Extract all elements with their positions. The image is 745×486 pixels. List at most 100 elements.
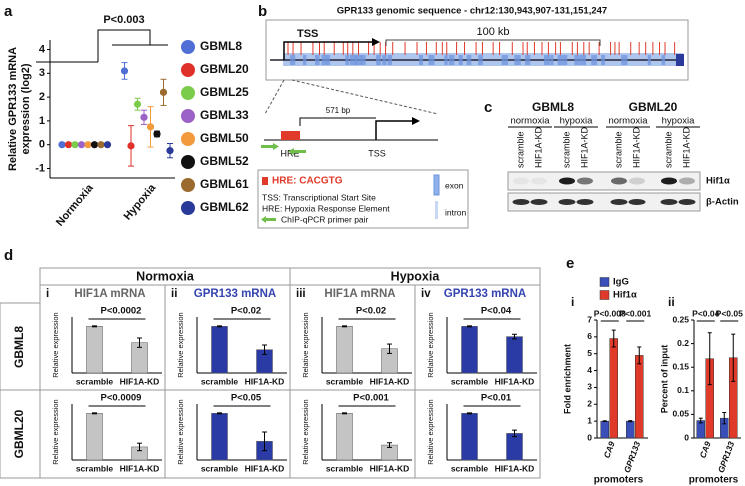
exon-box bbox=[591, 55, 597, 65]
column-label: GPR133 mRNA bbox=[444, 288, 526, 300]
hre-label: HRE bbox=[280, 148, 299, 158]
column-numeral: iv bbox=[421, 288, 431, 300]
y-tick-label: 7 bbox=[587, 314, 592, 324]
panel-label: b bbox=[258, 3, 267, 20]
error-bar bbox=[387, 442, 392, 448]
x-tick-label: CA9 bbox=[698, 440, 713, 460]
band bbox=[661, 177, 677, 185]
y-axis-label: Percent of input bbox=[659, 345, 669, 414]
error-bar bbox=[342, 325, 347, 328]
y-tick-label: 2 bbox=[587, 399, 592, 409]
legend-marker bbox=[181, 201, 195, 215]
y-tick-label: 3 bbox=[587, 382, 592, 392]
y-tick-label: 0 bbox=[684, 432, 689, 442]
genome-frame bbox=[265, 19, 689, 81]
tss-label: TSS bbox=[368, 148, 386, 158]
lane-label: scramble bbox=[515, 131, 525, 168]
x-tick-label: scramble bbox=[326, 376, 364, 386]
data-point bbox=[64, 141, 73, 149]
band bbox=[610, 199, 628, 205]
bar bbox=[211, 413, 228, 461]
data-point bbox=[166, 147, 174, 155]
legend-box bbox=[257, 169, 469, 229]
x-tick-label: HIF1A-KD bbox=[370, 463, 410, 473]
zoom-line bbox=[264, 79, 285, 115]
y-axis-label: Relative expression bbox=[51, 312, 60, 377]
legend-marker bbox=[181, 155, 195, 169]
y-tick-label: 0.2 bbox=[677, 338, 689, 348]
condition-label: normoxia bbox=[608, 116, 648, 127]
exon-box bbox=[349, 55, 357, 65]
exon-box bbox=[501, 55, 509, 65]
y-tick-label: 0.15 bbox=[672, 361, 689, 371]
y-tick-label: 1 bbox=[587, 415, 592, 425]
data-point bbox=[90, 141, 99, 149]
lane-label: HIF1A-KD bbox=[533, 126, 543, 168]
x-axis-label: promoters bbox=[689, 475, 739, 486]
panel-label: d bbox=[4, 247, 13, 264]
x-tick-label: GPR133 bbox=[622, 440, 643, 474]
error-bar bbox=[628, 420, 633, 423]
distance-bracket bbox=[299, 117, 376, 126]
band bbox=[513, 177, 529, 185]
band bbox=[576, 199, 594, 205]
x-tick-label: Hypoxia bbox=[122, 181, 159, 222]
y-axis-label: Relative expression bbox=[426, 399, 435, 464]
arrow-head bbox=[412, 117, 420, 125]
exon-box bbox=[444, 55, 448, 65]
exon-box bbox=[579, 55, 586, 65]
exon-box bbox=[382, 55, 387, 65]
panel-label: a bbox=[4, 3, 13, 20]
error-bar bbox=[137, 442, 142, 452]
band bbox=[577, 177, 593, 185]
bar bbox=[336, 326, 353, 374]
exon-box bbox=[550, 55, 554, 65]
y-tick-label: 0 bbox=[587, 432, 592, 442]
panel-label: i bbox=[571, 295, 574, 309]
y-tick-label: 5 bbox=[587, 348, 592, 358]
legend-text: intron bbox=[445, 207, 467, 217]
error-bar bbox=[137, 337, 142, 348]
data-point bbox=[153, 130, 161, 138]
column-numeral: i bbox=[46, 288, 49, 300]
y-tick-label: 0.05 bbox=[672, 409, 689, 419]
panel-label: ii bbox=[668, 295, 675, 309]
column-label: GPR133 mRNA bbox=[194, 288, 276, 300]
exon-box bbox=[314, 55, 320, 65]
legend-swatch bbox=[433, 174, 440, 196]
legend-marker bbox=[181, 132, 195, 146]
error-bar bbox=[262, 344, 267, 355]
y-tick-label: 1 bbox=[39, 115, 45, 127]
error-bar bbox=[512, 333, 517, 340]
band-label: β-Actin bbox=[706, 197, 739, 208]
data-point bbox=[58, 141, 66, 149]
exon-box bbox=[478, 55, 483, 65]
x-tick-label: scramble bbox=[76, 376, 114, 386]
error-bar bbox=[467, 412, 472, 415]
x-tick-label: scramble bbox=[451, 463, 489, 473]
error-bar bbox=[707, 332, 712, 386]
legend-label: GBML33 bbox=[200, 108, 249, 122]
x-axis-label: promoters bbox=[594, 475, 644, 486]
legend-swatch bbox=[599, 277, 610, 287]
legend-swatch bbox=[261, 216, 276, 223]
bar bbox=[461, 413, 478, 461]
bar bbox=[506, 336, 523, 374]
band bbox=[530, 199, 548, 205]
exon-box bbox=[543, 55, 550, 65]
legend-label: GBML61 bbox=[200, 177, 249, 191]
cell-line: GBML8 bbox=[532, 100, 574, 114]
scale-label: 100 kb bbox=[476, 26, 509, 38]
exon-box bbox=[428, 55, 435, 65]
error-bar bbox=[602, 420, 607, 422]
tss-arrow bbox=[375, 120, 412, 140]
bar bbox=[626, 420, 635, 439]
exon-box bbox=[466, 55, 472, 65]
error-bar bbox=[512, 429, 517, 438]
error-bar bbox=[611, 329, 616, 348]
lane-label: HIF1A-KD bbox=[631, 126, 641, 168]
annotation: P<0.02 bbox=[231, 306, 261, 317]
data-point bbox=[84, 141, 92, 149]
scale-bar bbox=[385, 39, 601, 46]
